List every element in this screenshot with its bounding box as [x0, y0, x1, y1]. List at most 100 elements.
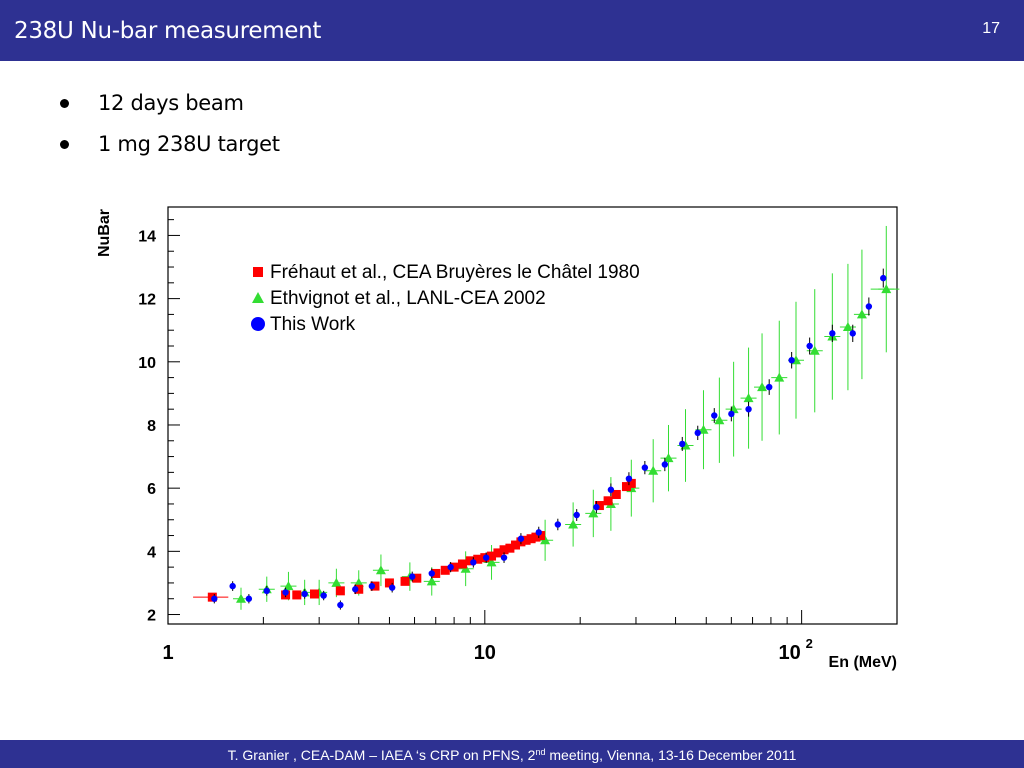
ethvignot-point	[853, 249, 870, 380]
legend: Fréhaut et al., CEA Bruyères le Châtel 1…	[251, 262, 640, 335]
y-tick-label: 10	[138, 355, 156, 372]
ethvignot-marker	[842, 322, 853, 332]
frehaut-marker	[505, 543, 515, 553]
ethvignot-marker	[856, 309, 867, 319]
this-work-point	[865, 297, 873, 316]
frehaut-point	[536, 531, 546, 541]
ethvignot-point	[372, 554, 389, 587]
this-work-marker	[849, 330, 856, 337]
y-tick-label: 2	[147, 608, 156, 625]
ethvignot-marker	[714, 415, 725, 425]
this-work-marker	[679, 440, 686, 448]
this-work-point	[368, 581, 376, 591]
this-work-marker	[641, 464, 649, 471]
frehaut-marker	[335, 586, 345, 596]
bullet-list: 12 days beam 1 mg 238U target	[60, 86, 280, 168]
this-work-point	[573, 509, 580, 521]
ethvignot-marker	[663, 453, 674, 463]
this-work-marker	[865, 303, 873, 310]
this-work-marker	[352, 586, 359, 593]
this-work-point	[301, 589, 308, 599]
y-tick-label: 14	[138, 228, 156, 245]
legend-label: This Work	[270, 314, 356, 335]
footer-text: T. Granier , CEA-DAM – IAEA ‘s CRP on PF…	[0, 747, 1024, 763]
frehaut-marker	[354, 584, 364, 594]
this-work-point	[694, 425, 701, 441]
frehaut-marker	[536, 531, 546, 541]
frehaut-marker	[499, 545, 509, 555]
x-tick-label: 1	[162, 642, 173, 664]
frehaut-marker	[511, 540, 521, 550]
ethvignot-point	[806, 289, 823, 413]
this-work-point	[517, 533, 525, 545]
series-ethvignot	[232, 225, 900, 610]
ethvignot-marker	[353, 577, 364, 587]
frehaut-point	[521, 535, 531, 545]
bullet-text: 1 mg 238U target	[98, 132, 280, 156]
ethvignot-point	[771, 320, 788, 435]
frehaut-point	[465, 556, 475, 566]
this-work-marker	[880, 274, 887, 282]
ethvignot-marker	[588, 508, 599, 518]
frehaut-marker	[487, 551, 497, 561]
this-work-point	[263, 586, 270, 596]
axes-frame	[167, 206, 898, 625]
frehaut-marker	[412, 573, 422, 583]
this-work-marker	[470, 559, 477, 566]
this-work-marker	[447, 563, 454, 571]
this-work-point	[788, 351, 795, 369]
this-work-point	[482, 552, 490, 563]
ethvignot-point	[585, 489, 602, 538]
frehaut-point	[457, 559, 467, 569]
this-work-point	[641, 460, 649, 475]
this-work-marker	[829, 330, 836, 337]
frehaut-point	[511, 540, 521, 550]
slide-title: 238U Nu-bar measurement	[14, 18, 322, 44]
frehaut-point	[384, 578, 394, 588]
ethvignot-marker	[648, 465, 659, 475]
slide-number: 17	[982, 20, 1000, 37]
ethvignot-marker	[698, 424, 709, 434]
bullet-item: 1 mg 238U target	[60, 127, 280, 168]
frehaut-marker	[449, 562, 459, 572]
frehaut-marker	[473, 554, 483, 564]
axis-labels: 2 4 6 8 10 12 14 1 10 10 2 En (MeV) NuBar	[96, 209, 897, 671]
frehaut-point	[493, 548, 503, 558]
this-work-marker	[554, 521, 562, 528]
ethvignot-point	[725, 361, 742, 457]
x-axis-title: En (MeV)	[829, 654, 897, 671]
legend-item: Fréhaut et al., CEA Bruyères le Châtel 1…	[253, 262, 640, 283]
frehaut-point	[193, 592, 229, 602]
ethvignot-point	[740, 347, 757, 449]
this-work-point	[245, 594, 253, 604]
this-work-marker	[535, 529, 542, 536]
footer-superscript: nd	[535, 747, 546, 757]
this-work-marker	[711, 412, 718, 419]
legend-label: Fréhaut et al., CEA Bruyères le Châtel 1…	[270, 262, 640, 283]
frehaut-marker	[531, 532, 541, 542]
frehaut-point	[400, 576, 410, 586]
this-work-point	[728, 406, 735, 422]
frehaut-point	[526, 534, 536, 544]
this-work-marker	[517, 535, 525, 542]
frehaut-point	[431, 568, 441, 578]
ethvignot-marker	[375, 565, 386, 575]
this-work-point	[661, 457, 669, 472]
this-work-marker	[593, 503, 600, 511]
this-work-marker	[482, 554, 490, 561]
this-work-point	[337, 600, 344, 610]
frehaut-marker	[603, 496, 613, 506]
legend-circle-icon	[251, 317, 265, 331]
ethvignot-point	[565, 502, 582, 547]
this-work-point	[593, 501, 600, 514]
frehaut-marker	[309, 589, 319, 599]
ethvignot-marker	[809, 345, 820, 355]
this-work-point	[500, 552, 508, 563]
ethvignot-marker	[757, 382, 768, 392]
this-work-point	[711, 408, 718, 423]
this-work-marker	[320, 592, 327, 599]
ethvignot-point	[645, 439, 662, 503]
this-work-marker	[388, 584, 396, 591]
ethvignot-marker	[680, 440, 691, 450]
this-work-point	[535, 526, 542, 539]
